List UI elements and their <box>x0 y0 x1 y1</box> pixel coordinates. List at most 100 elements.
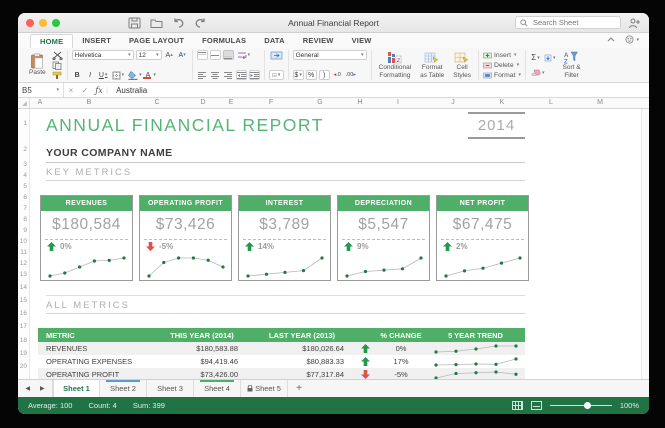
decrease-indent-button[interactable] <box>235 70 247 80</box>
column-header-J[interactable]: J <box>451 99 455 106</box>
underline-button[interactable]: U ▾ <box>98 71 108 79</box>
metric-card[interactable]: INTEREST $3,789 14% <box>238 195 331 281</box>
column-header-G[interactable]: G <box>317 99 323 106</box>
format-cells-button[interactable]: Format ▾ <box>483 72 521 79</box>
merge-options-button[interactable]: ⊟ ▾ <box>268 70 284 80</box>
column-header-F[interactable]: F <box>268 99 274 106</box>
ribbon-tab-data[interactable]: DATA <box>264 36 285 45</box>
save-icon[interactable] <box>128 17 141 29</box>
bold-button[interactable]: B <box>74 71 80 79</box>
feedback-smiley-icon[interactable] <box>625 35 635 44</box>
metric-card[interactable]: OPERATING PROFIT $73,426 -5% <box>139 195 232 281</box>
sheet-tab-sheet-2[interactable]: Sheet 2 <box>100 380 147 397</box>
sheet-tab-sheet-1[interactable]: Sheet 1 <box>53 380 100 397</box>
format-painter-icon[interactable] <box>52 71 62 80</box>
conditional-formatting-button[interactable]: z Conditional Formatting <box>376 50 415 81</box>
row-header-6[interactable]: 6 <box>23 194 27 201</box>
row-header-5[interactable]: 5 <box>23 183 27 190</box>
report-year[interactable]: 2014 <box>468 112 525 139</box>
fill-down-button[interactable]: ▾ <box>543 53 557 63</box>
comma-format-button[interactable]: ) <box>318 70 330 80</box>
ribbon-tab-view[interactable]: VIEW <box>351 36 372 45</box>
align-middle-button[interactable] <box>209 50 221 60</box>
paste-button[interactable]: Paste <box>26 50 49 81</box>
metric-card[interactable]: NET PROFIT $67,475 2% <box>436 195 529 281</box>
redo-icon[interactable] <box>194 17 207 29</box>
currency-format-button[interactable]: $ ▾ <box>292 70 304 80</box>
row-header-3[interactable]: 3 <box>23 161 27 168</box>
insert-cells-button[interactable]: Insert ▾ <box>483 52 521 59</box>
align-center-button[interactable] <box>210 70 221 80</box>
metric-card[interactable]: REVENUES $180,584 0% <box>40 195 133 281</box>
column-header-M[interactable]: M <box>597 99 603 106</box>
add-sheet-button[interactable]: + <box>296 383 302 394</box>
company-name[interactable]: YOUR COMPANY NAME <box>46 147 173 159</box>
format-as-table-button[interactable]: Format as Table <box>417 50 447 81</box>
confirm-entry-button[interactable]: ✓ <box>81 85 89 95</box>
shrink-font-button[interactable]: A ▾ <box>178 51 186 59</box>
column-header-H[interactable]: H <box>357 99 363 106</box>
search-input[interactable] <box>531 17 611 28</box>
table-row[interactable]: OPERATING PROFIT $73,426.00 $77,317.84 -5% <box>38 368 525 379</box>
select-all-corner[interactable] <box>18 98 30 108</box>
decrease-decimal-button[interactable]: .00 ▸ <box>345 72 357 78</box>
wrap-text-button[interactable]: ▾ <box>236 50 252 60</box>
grow-font-button[interactable]: A ▴ <box>165 51 173 59</box>
cut-icon[interactable] <box>52 51 63 60</box>
row-header-19[interactable]: 19 <box>19 350 27 357</box>
ribbon-tab-insert[interactable]: INSERT <box>82 36 112 45</box>
cell-styles-button[interactable]: Cell Styles <box>450 50 474 81</box>
zoom-slider-thumb[interactable] <box>583 402 591 409</box>
row-header-16[interactable]: 16 <box>19 310 27 317</box>
percent-format-button[interactable]: % <box>305 70 317 80</box>
search-sheet-box[interactable] <box>515 16 621 29</box>
prev-sheet-button[interactable]: ◀ <box>25 386 30 392</box>
autosum-button[interactable]: Σ ▾ <box>531 53 540 62</box>
column-header-D[interactable]: D <box>200 99 206 106</box>
row-header-8[interactable]: 8 <box>23 216 27 223</box>
column-header-K[interactable]: K <box>499 99 505 106</box>
row-header-12[interactable]: 12 <box>19 260 27 267</box>
align-right-button[interactable] <box>223 70 234 80</box>
ribbon-tab-review[interactable]: REVIEW <box>302 36 334 45</box>
row-header-2[interactable]: 2 <box>23 146 27 153</box>
row-header-13[interactable]: 13 <box>19 271 27 278</box>
page-layout-view-icon[interactable] <box>530 401 542 410</box>
zoom-slider[interactable] <box>549 401 612 410</box>
sheet-tab-sheet-3[interactable]: Sheet 3 <box>147 380 194 397</box>
row-header-9[interactable]: 9 <box>23 227 27 234</box>
merge-center-button[interactable] <box>269 50 284 60</box>
close-window-button[interactable] <box>26 18 34 27</box>
row-header-17[interactable]: 17 <box>19 323 27 330</box>
insert-function-button[interactable]: ƒx <box>95 85 103 95</box>
row-header-18[interactable]: 18 <box>19 337 27 344</box>
undo-icon[interactable] <box>172 17 185 29</box>
copy-icon[interactable] <box>52 61 62 70</box>
ribbon-tab-formulas[interactable]: FORMULAS <box>202 36 247 45</box>
row-header-11[interactable]: 11 <box>20 249 27 256</box>
cancel-entry-button[interactable]: × <box>68 85 74 95</box>
row-header-20[interactable]: 20 <box>19 363 27 370</box>
row-header-4[interactable]: 4 <box>23 172 27 179</box>
table-row[interactable]: OPERATING EXPENSES $94,419.46 $80,883.33 17… <box>38 355 525 368</box>
collapse-ribbon-icon[interactable] <box>607 37 615 42</box>
row-header-10[interactable]: 10 <box>19 238 27 245</box>
italic-button[interactable]: I <box>89 71 92 79</box>
clear-button[interactable]: ▾ <box>530 68 546 78</box>
row-header-15[interactable]: 15 <box>19 297 27 304</box>
next-sheet-button[interactable]: ▶ <box>40 386 45 392</box>
fill-color-button[interactable]: ▾ <box>127 70 143 80</box>
row-header-7[interactable]: 7 <box>23 205 27 212</box>
row-header-1[interactable]: 1 <box>23 120 27 127</box>
align-left-button[interactable] <box>197 70 208 80</box>
vertical-scrollbar[interactable] <box>641 109 649 379</box>
column-header-C[interactable]: C <box>154 99 160 106</box>
increase-decimal-button[interactable]: ◂ .0 <box>333 72 341 78</box>
sheet-grid[interactable]: 1 2 3 4 5 6 7 8 9 10 11 12 13 14 15 16 17 18 19 20 ANNUAL F… <box>18 109 649 379</box>
minimize-window-button[interactable] <box>39 18 47 27</box>
column-header-A[interactable]: A <box>37 99 43 106</box>
delete-cells-button[interactable]: Delete ▾ <box>483 62 521 69</box>
align-bottom-button[interactable] <box>222 50 234 60</box>
metric-card[interactable]: DEPRECIATION $5,547 9% <box>337 195 430 281</box>
